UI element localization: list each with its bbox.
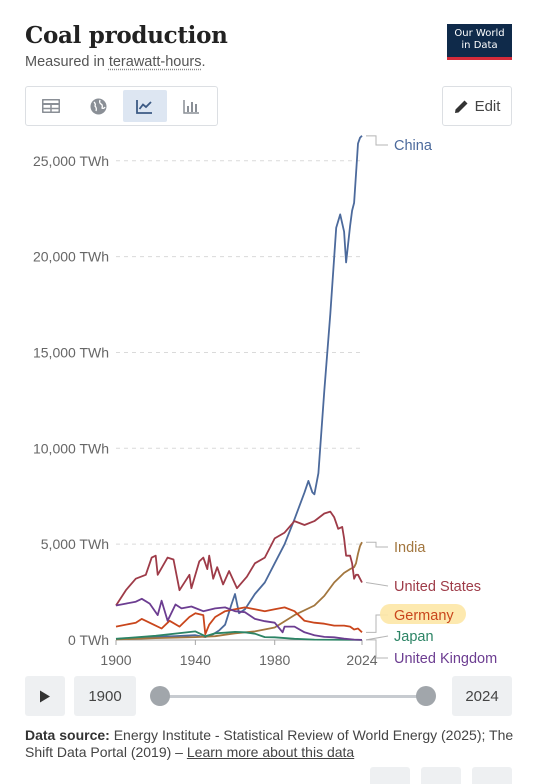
y-tick-label: 20,000 TWh [33, 249, 109, 265]
connector-china [366, 135, 388, 146]
series-label-india: India [394, 540, 426, 556]
play-button[interactable] [25, 676, 65, 716]
y-tick-label: 5,000 TWh [41, 536, 109, 552]
fullscreen-button[interactable] [472, 767, 512, 784]
connector-united-states [365, 581, 389, 587]
unit-link[interactable]: terawatt-hours [108, 54, 202, 70]
view-toolbar [25, 86, 218, 126]
pencil-icon [454, 100, 468, 113]
owid-logo[interactable]: Our World in Data [447, 24, 512, 60]
start-year-box[interactable]: 1900 [74, 676, 136, 716]
series-line-united-states [115, 510, 363, 606]
end-year-box[interactable]: 2024 [452, 676, 512, 716]
table-view-button[interactable] [29, 90, 74, 122]
series-label-united-kingdom: United Kingdom [394, 651, 497, 667]
y-tick-label: 10,000 TWh [33, 440, 109, 456]
series-label-germany: Germany [394, 608, 454, 624]
series-label-japan: Japan [394, 629, 434, 645]
bar-chart-icon [183, 99, 200, 114]
chart-subtitle: Measured in terawatt-hours. [25, 54, 206, 70]
connector-united-kingdom [366, 639, 388, 659]
bar-view-button[interactable] [169, 90, 214, 122]
connector-japan [365, 635, 389, 641]
y-tick-label: 0 TWh [68, 632, 109, 648]
x-tick-label: 1980 [259, 652, 290, 668]
timeline-track[interactable] [160, 695, 426, 698]
table-icon [42, 99, 61, 113]
line-chart-icon [136, 99, 153, 114]
end-year-handle[interactable] [416, 686, 436, 706]
learn-more-link[interactable]: Learn more about this data [186, 744, 355, 760]
series-label-china: China [394, 138, 433, 154]
series-label-united-states: United States [394, 579, 481, 595]
highlight-marker [380, 604, 466, 624]
series-line-united-kingdom [115, 597, 363, 641]
line-chart: 0 TWh 5,000 TWh 10,000 TWh 15,000 TWh 20,000… [33, 135, 497, 668]
series-line-india [115, 541, 363, 641]
series-line-china [115, 135, 363, 640]
y-tick-label: 25,000 TWh [33, 153, 109, 169]
series-line-japan [115, 630, 363, 641]
start-year-handle[interactable] [150, 686, 170, 706]
chart-view-button[interactable] [122, 90, 168, 122]
data-source: Data source: Energy Institute - Statisti… [25, 727, 514, 760]
x-tick-label: 1940 [180, 652, 211, 668]
series-line-germany [115, 606, 363, 636]
map-view-button[interactable] [76, 90, 121, 122]
x-tick-label: 1900 [100, 652, 131, 668]
edit-button[interactable]: Edit [442, 86, 512, 126]
play-icon [40, 690, 50, 702]
y-tick-label: 15,000 TWh [33, 344, 109, 360]
connector-india [366, 541, 388, 548]
edit-label: Edit [474, 97, 501, 115]
globe-icon [90, 98, 107, 114]
share-button[interactable] [421, 767, 461, 784]
chart-title: Coal production [25, 22, 228, 49]
download-button[interactable] [370, 767, 410, 784]
x-tick-label: 2024 [346, 652, 377, 668]
